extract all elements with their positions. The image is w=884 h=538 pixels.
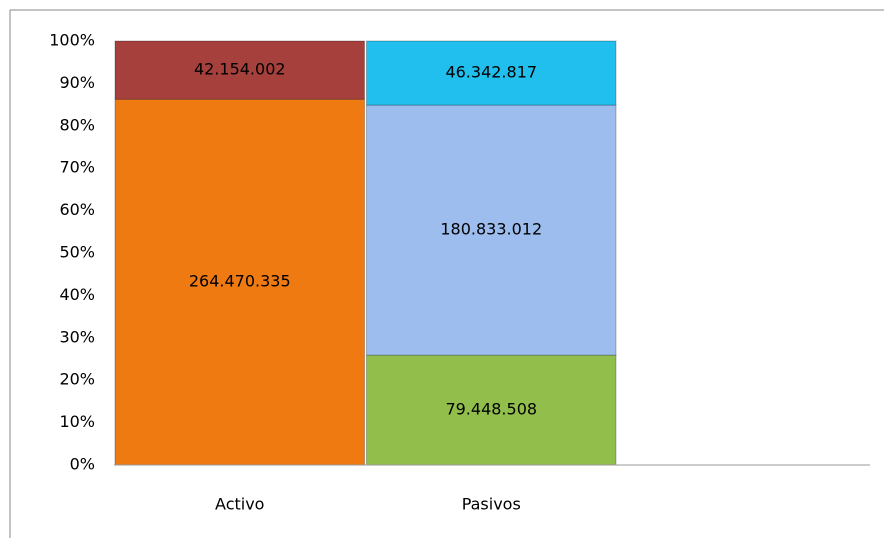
bar-segment <box>114 98 365 466</box>
data-label: 180.833.012 <box>440 220 542 239</box>
bar-segment <box>366 104 617 356</box>
data-label: 264.470.335 <box>189 272 291 291</box>
x-tick-label: Activo <box>215 495 264 514</box>
x-tick-label: Pasivos <box>462 495 521 514</box>
bar-segment <box>114 40 365 100</box>
y-tick-label: 0% <box>70 455 95 474</box>
y-tick-label: 40% <box>59 285 95 304</box>
data-label: 79.448.508 <box>445 400 537 419</box>
bar-segment <box>366 354 617 466</box>
y-tick-label: 60% <box>59 200 95 219</box>
y-tick-label: 50% <box>59 243 95 262</box>
y-tick-label: 70% <box>59 158 95 177</box>
data-label: 46.342.817 <box>445 63 537 82</box>
y-tick-label: 80% <box>59 115 95 134</box>
y-tick-label: 20% <box>59 370 95 389</box>
bar-segment <box>366 40 617 106</box>
y-tick-label: 30% <box>59 327 95 346</box>
data-label: 42.154.002 <box>194 60 286 79</box>
y-tick-label: 90% <box>59 73 95 92</box>
y-tick-label: 100% <box>49 31 95 50</box>
y-tick-label: 10% <box>59 412 95 431</box>
